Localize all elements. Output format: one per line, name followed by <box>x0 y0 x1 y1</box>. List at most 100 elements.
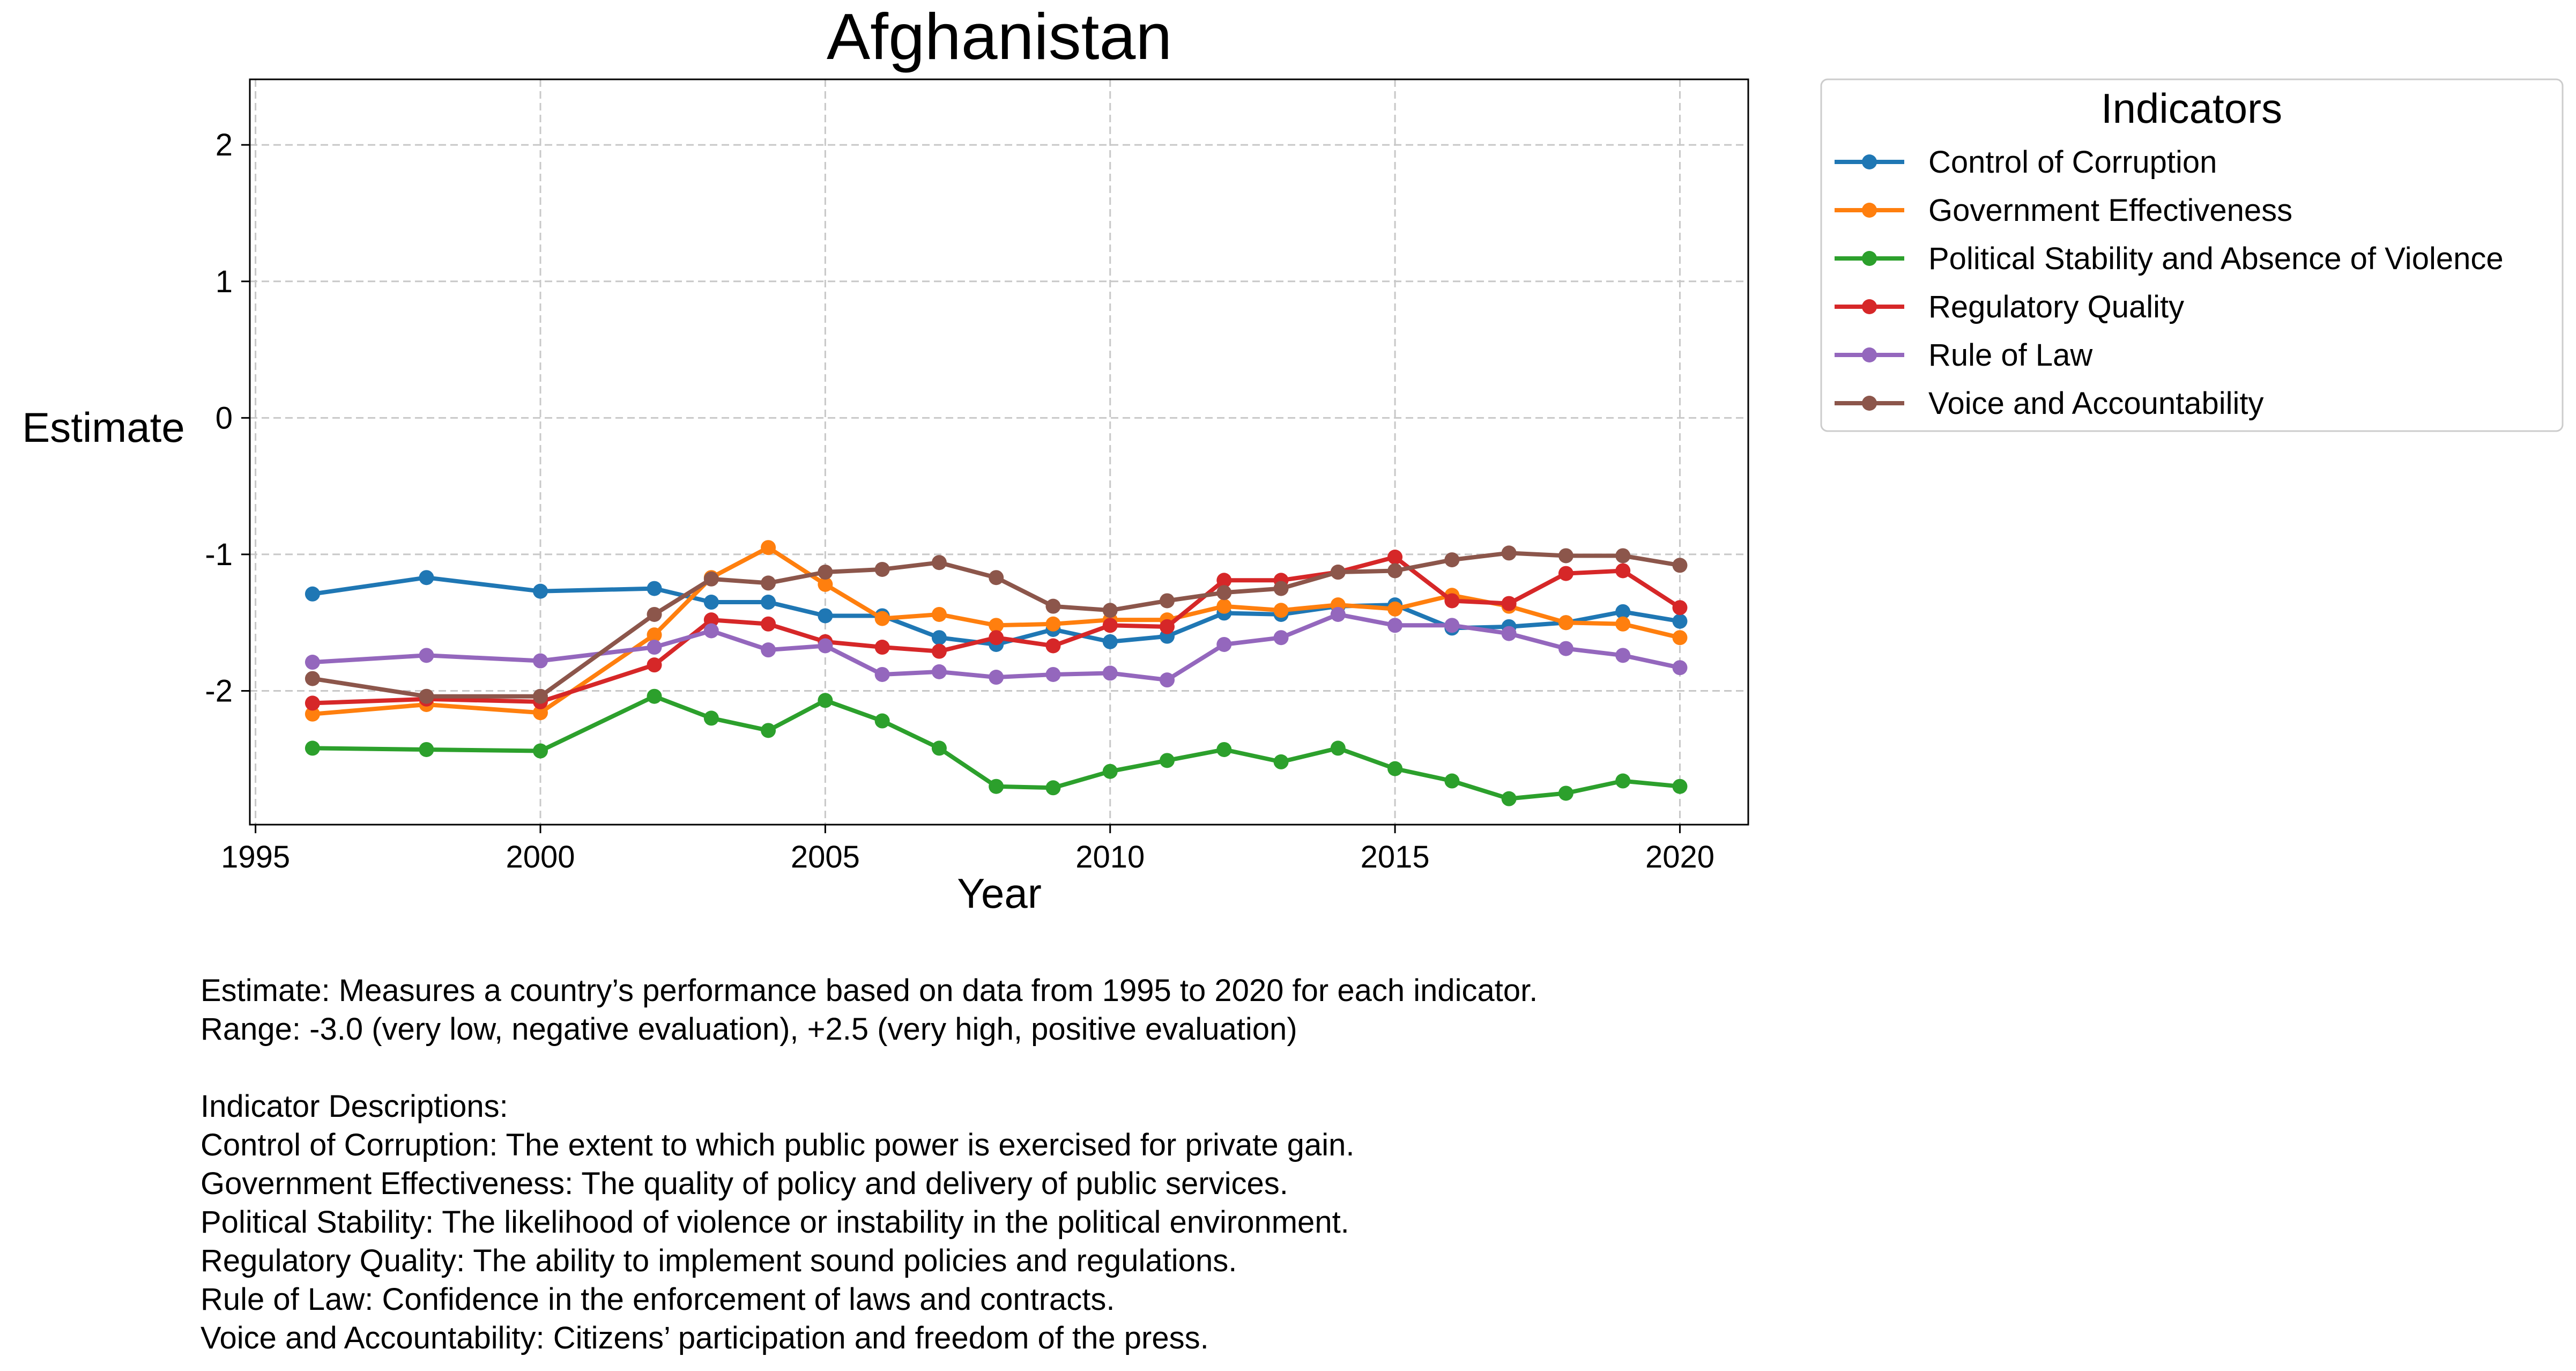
x-tick-label: 2005 <box>791 840 860 875</box>
data-point <box>989 779 1004 794</box>
description-political-stability: Political Stability: The likelihood of v… <box>201 1205 1349 1240</box>
data-point <box>1330 740 1346 756</box>
data-point <box>1045 616 1061 632</box>
data-point <box>1672 630 1688 646</box>
plot-frame <box>249 78 1749 826</box>
data-point <box>1387 601 1403 617</box>
data-point <box>1102 665 1118 681</box>
data-point <box>1102 764 1118 779</box>
descriptions-heading: Indicator Descriptions: <box>201 1089 508 1124</box>
series-line <box>312 694 1680 801</box>
legend-entry-political-stability-and-absence-of-violence: Political Stability and Absence of Viole… <box>1835 241 2504 276</box>
data-point <box>647 606 662 622</box>
data-point <box>419 742 434 757</box>
legend-entries: Control of Corruption Government Effectiv… <box>1835 145 2504 421</box>
series-voice-and-accountability <box>305 545 1688 704</box>
x-tick-label: 2000 <box>506 840 575 875</box>
data-point <box>1160 753 1175 768</box>
data-point <box>1501 596 1517 611</box>
x-tick-label: 1995 <box>221 840 290 875</box>
data-point <box>1615 616 1631 632</box>
legend-marker <box>1862 154 1877 169</box>
data-point <box>532 583 548 599</box>
data-point <box>931 606 947 622</box>
data-point <box>532 653 548 669</box>
y-tick-label: 0 <box>216 401 233 435</box>
series-line <box>312 555 1681 706</box>
notes-spacer <box>201 1049 2130 1087</box>
data-point <box>703 595 719 610</box>
data-point <box>818 608 833 624</box>
data-point <box>703 612 719 628</box>
data-point <box>989 670 1004 685</box>
data-point <box>1672 613 1688 629</box>
data-point <box>1387 618 1403 633</box>
description-rule-of-law: Rule of Law: Confidence in the enforceme… <box>201 1282 1115 1317</box>
data-point <box>1160 672 1175 688</box>
description-control-of-corruption: Control of Corruption: The extent to whi… <box>201 1128 1355 1162</box>
grid-lines <box>250 79 1748 825</box>
data-point <box>1387 761 1403 776</box>
y-tick-label: 1 <box>216 264 233 299</box>
data-point <box>761 642 776 658</box>
x-axis-label: Year <box>957 870 1042 917</box>
data-point <box>1216 598 1232 614</box>
data-point <box>1045 666 1061 682</box>
data-point <box>703 571 719 587</box>
data-point <box>1330 606 1346 622</box>
data-point <box>1501 626 1517 641</box>
data-point <box>1160 593 1175 609</box>
data-point <box>1102 618 1118 633</box>
range-note: Range: -3.0 (very low, negative evaluati… <box>201 1012 1297 1047</box>
x-tick-label: 2020 <box>1645 840 1714 875</box>
data-point <box>874 561 890 577</box>
data-point <box>419 688 434 704</box>
y-axis-label: Estimate <box>22 404 184 451</box>
legend-marker <box>1862 396 1877 411</box>
data-point <box>1330 565 1346 580</box>
data-point <box>1045 638 1061 654</box>
data-point <box>1444 773 1460 789</box>
data-point <box>305 706 320 722</box>
data-point <box>1672 558 1688 573</box>
legend: Indicators Control of Corruption Governme… <box>1820 78 2564 432</box>
data-point <box>1558 548 1573 564</box>
data-point <box>532 688 548 704</box>
data-point <box>1672 600 1688 616</box>
y-tick-label: -1 <box>205 537 233 572</box>
legend-entry-government-effectiveness: Government Effectiveness <box>1835 193 2292 228</box>
data-point <box>1387 563 1403 579</box>
data-point <box>1501 545 1517 561</box>
data-point <box>1444 618 1460 633</box>
data-point <box>647 627 662 643</box>
legend-label: Political Stability and Absence of Viole… <box>1928 241 2504 276</box>
data-point <box>532 705 548 721</box>
data-point <box>874 666 890 682</box>
data-point <box>1615 604 1631 619</box>
data-point <box>1387 550 1403 565</box>
x-tick-label: 2015 <box>1361 840 1430 875</box>
data-point <box>1444 552 1460 568</box>
data-point <box>874 713 890 729</box>
data-point <box>1672 660 1688 676</box>
data-point <box>1558 641 1573 656</box>
chart-notes: Estimate: Measures a country’s performan… <box>201 972 2130 1358</box>
description-government-effectiveness: Government Effectiveness: The quality of… <box>201 1166 1288 1201</box>
legend-marker <box>1862 203 1877 218</box>
data-point <box>1216 585 1232 601</box>
legend-marker <box>1862 347 1877 362</box>
legend-title: Indicators <box>2101 85 2282 132</box>
legend-label: Control of Corruption <box>1928 145 2217 180</box>
x-axis: 1995 2000 2005 2010 2015 2020 <box>221 825 1714 875</box>
legend-marker <box>1862 251 1877 266</box>
data-point <box>931 555 947 570</box>
legend-label: Rule of Law <box>1928 338 2093 373</box>
data-point <box>1273 581 1289 596</box>
legend-entry-voice-and-accountability: Voice and Accountability <box>1835 386 2264 421</box>
data-point <box>761 595 776 610</box>
data-point <box>419 570 434 586</box>
data-point <box>305 586 320 602</box>
data-point <box>874 640 890 655</box>
data-point <box>1558 615 1573 631</box>
data-point <box>1558 785 1573 801</box>
